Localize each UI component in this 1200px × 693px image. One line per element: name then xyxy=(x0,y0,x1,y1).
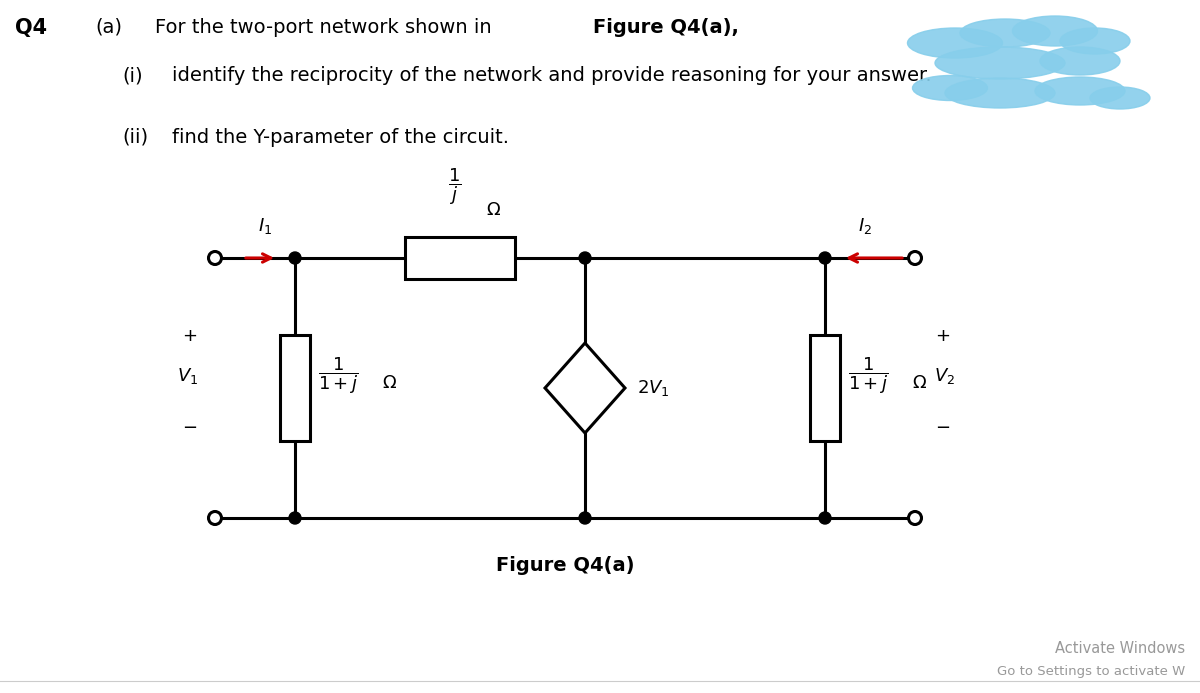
Text: Figure Q4(a): Figure Q4(a) xyxy=(496,556,635,575)
Ellipse shape xyxy=(907,28,1002,58)
Text: $-$: $-$ xyxy=(182,417,198,435)
Text: $V_1$: $V_1$ xyxy=(178,366,198,386)
Text: $\dfrac{1}{1+j}$: $\dfrac{1}{1+j}$ xyxy=(318,356,359,396)
Ellipse shape xyxy=(1034,77,1126,105)
Text: +: + xyxy=(936,327,950,345)
Circle shape xyxy=(209,252,222,265)
Text: +: + xyxy=(182,327,198,345)
Circle shape xyxy=(908,252,922,265)
Ellipse shape xyxy=(935,47,1066,79)
Text: $-$: $-$ xyxy=(936,417,950,435)
Circle shape xyxy=(209,511,222,525)
Text: $\Omega$: $\Omega$ xyxy=(382,374,397,392)
Ellipse shape xyxy=(946,78,1055,108)
Circle shape xyxy=(289,512,301,524)
Text: (a): (a) xyxy=(95,18,122,37)
Text: Go to Settings to activate W: Go to Settings to activate W xyxy=(997,665,1186,678)
Circle shape xyxy=(289,252,301,264)
Text: (ii): (ii) xyxy=(122,128,148,147)
Text: $2V_1$: $2V_1$ xyxy=(637,378,670,398)
Text: Activate Windows: Activate Windows xyxy=(1055,641,1186,656)
Ellipse shape xyxy=(1040,47,1120,75)
Circle shape xyxy=(818,512,830,524)
Text: $\dfrac{1}{j}$: $\dfrac{1}{j}$ xyxy=(449,166,462,207)
Circle shape xyxy=(818,252,830,264)
Text: $I_1$: $I_1$ xyxy=(258,216,272,236)
Text: (i): (i) xyxy=(122,66,143,85)
Ellipse shape xyxy=(960,19,1050,47)
Text: For the two-port network shown in: For the two-port network shown in xyxy=(155,18,498,37)
Bar xyxy=(406,237,515,279)
Text: $V_2$: $V_2$ xyxy=(935,366,955,386)
Ellipse shape xyxy=(1090,87,1150,109)
Text: identify the reciprocity of the network and provide reasoning for your answer.: identify the reciprocity of the network … xyxy=(172,66,931,85)
Bar xyxy=(280,335,310,441)
Text: $\Omega$: $\Omega$ xyxy=(486,201,500,219)
Text: find the Y-parameter of the circuit.: find the Y-parameter of the circuit. xyxy=(172,128,509,147)
Circle shape xyxy=(580,252,592,264)
Bar xyxy=(810,335,840,441)
Text: $I_2$: $I_2$ xyxy=(858,216,872,236)
Circle shape xyxy=(580,512,592,524)
Ellipse shape xyxy=(1013,16,1098,46)
Text: $\dfrac{1}{1+j}$: $\dfrac{1}{1+j}$ xyxy=(848,356,888,396)
Text: Q4: Q4 xyxy=(14,18,47,38)
Ellipse shape xyxy=(912,76,988,100)
Circle shape xyxy=(908,511,922,525)
Ellipse shape xyxy=(1060,28,1130,54)
Polygon shape xyxy=(545,343,625,433)
Text: $\Omega$: $\Omega$ xyxy=(912,374,928,392)
Text: Figure Q4(a),: Figure Q4(a), xyxy=(593,18,739,37)
